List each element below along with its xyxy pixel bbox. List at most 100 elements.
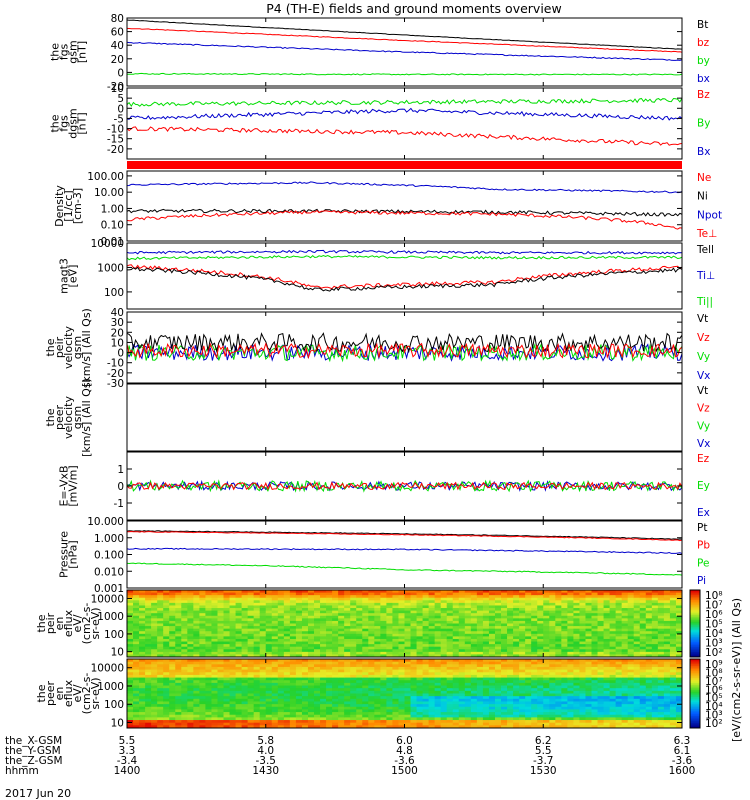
y-tick-label: 40 xyxy=(111,40,124,52)
y-tick-label: -1 xyxy=(114,498,124,510)
colorbar-tick: 10⁵ xyxy=(705,619,723,631)
ephemeris-value: 5.8 xyxy=(257,735,274,747)
y-tick-label: 0 xyxy=(117,481,124,493)
y-axis-label: [nPa] xyxy=(67,540,80,568)
legend-ex: Ex xyxy=(697,507,710,519)
series-group xyxy=(127,97,682,146)
y-axis-label: fgs xyxy=(58,115,71,132)
colorbar-tick: 10⁶ xyxy=(705,609,723,621)
y-tick-label: 0.01 xyxy=(101,236,124,248)
y-tick-label: -10 xyxy=(107,124,124,136)
legend-npot: Npot xyxy=(697,209,722,221)
y-tick-label: -20 xyxy=(107,368,124,380)
y-tick-label: 100 xyxy=(104,287,124,299)
y-tick-label: 10000 xyxy=(91,663,124,675)
y-axis-label: gsm xyxy=(67,40,80,63)
y-tick-label: 60 xyxy=(111,27,124,39)
legend-te: Te⊥ xyxy=(696,228,717,240)
y-axis-label: Pressure xyxy=(58,531,71,578)
ephemeris-value: 1600 xyxy=(669,765,696,777)
y-axis-label: sr-eV) xyxy=(89,607,102,639)
y-tick-label: 10000 xyxy=(91,238,124,250)
y-tick-label: 10 xyxy=(111,83,124,95)
ephemeris-row-label: the_X-GSM xyxy=(5,735,62,747)
ephemeris-value: 6.1 xyxy=(674,745,691,757)
legend-ti: Ti|| xyxy=(696,296,713,308)
colorbar-tick: 10² xyxy=(705,647,723,659)
series-npot-line xyxy=(127,181,682,194)
ephemeris-value: -3.4 xyxy=(117,755,138,767)
y-tick-label: 0 xyxy=(117,67,124,79)
y-axis-label: the xyxy=(44,408,57,426)
y-axis-label: en xyxy=(53,617,66,631)
series-ne-line xyxy=(127,209,682,230)
y-tick-label: 30 xyxy=(111,317,124,329)
colorbar-tick: 10⁴ xyxy=(705,628,723,640)
legend-by: by xyxy=(697,55,710,67)
y-tick-label: 100.00 xyxy=(87,171,124,183)
legend-vy: Vy xyxy=(697,420,710,432)
ephemeris-value: 1530 xyxy=(530,765,557,777)
series-group xyxy=(127,249,682,292)
legend-ne: Ne xyxy=(697,172,711,184)
colorbar-tick: 10⁸ xyxy=(705,590,723,602)
spectrogram-image xyxy=(127,659,682,728)
y-tick-label: 100 xyxy=(104,699,124,711)
series-bz-line xyxy=(127,27,682,53)
date-label: 2017 Jun 20 xyxy=(5,787,71,800)
y-tick-label: -30 xyxy=(107,378,124,390)
y-tick-label: 20 xyxy=(111,54,124,66)
legend-vx: Vx xyxy=(697,370,710,382)
ephemeris-value: 3.3 xyxy=(119,745,136,757)
panel-frame xyxy=(126,383,683,452)
ephemeris-value: 6.3 xyxy=(674,735,691,747)
legend-ez: Ez xyxy=(697,453,710,465)
y-axis-label: the xyxy=(35,614,48,632)
y-tick-label: 1000 xyxy=(97,681,124,693)
y-tick-label: 10 xyxy=(111,647,124,659)
y-axis-label: eflux xyxy=(62,609,75,637)
y-tick-label: 100 xyxy=(104,629,124,641)
y-tick-label: 5 xyxy=(117,93,124,105)
y-axis-label: [1/cc] xyxy=(62,190,75,221)
y-axis-label: en xyxy=(53,687,66,701)
y-axis-label: velocity xyxy=(62,326,75,369)
series-bx-line xyxy=(127,126,682,146)
legend-pe: Pe xyxy=(697,557,709,569)
y-axis-label: [km/s] (All Qs) xyxy=(80,378,93,457)
y-tick-label: 1000 xyxy=(97,262,124,274)
y-tick-label: 0.010 xyxy=(94,566,124,578)
panel-density: 100.00 10.00 1.00 0.10 0.01 Density[1/cc][cm-… xyxy=(53,170,722,248)
legend-vy: Vy xyxy=(697,351,710,363)
ephemeris-value: 6.2 xyxy=(535,735,552,747)
y-axis-label: peer xyxy=(44,681,57,707)
y-axis-label: the xyxy=(44,338,57,356)
colorbar-tick: 10² xyxy=(705,718,723,730)
colorbar-tick: 10⁵ xyxy=(705,693,723,705)
series-bx-line xyxy=(127,72,682,76)
panel-frame xyxy=(126,170,683,242)
legend-vt: Vt xyxy=(697,385,708,397)
ephemeris-value: 6.0 xyxy=(396,735,413,747)
y-tick-label: -20 xyxy=(107,144,124,156)
y-axis-label: [nT] xyxy=(76,112,89,134)
ephemeris-value: -3.6 xyxy=(672,755,693,767)
ephemeris-value: 1400 xyxy=(114,765,141,777)
series-ez-line xyxy=(127,481,682,491)
colorbar-tick: 10⁶ xyxy=(705,684,723,696)
y-tick-label: 1.000 xyxy=(94,533,124,545)
legend-vx: Vx xyxy=(697,438,710,450)
y-axis-label: Density xyxy=(53,185,66,227)
y-axis-label: [cm-3] xyxy=(71,188,84,224)
legend-bz: Bz xyxy=(697,89,710,101)
ephemeris-row-label: the_Z-GSM xyxy=(5,755,63,767)
y-axis-label: peer xyxy=(53,405,66,431)
panel-pressure: 10.000 1.000 0.100 0.010 0.001 Pressure[nPa] P… xyxy=(58,516,711,595)
series-tell-line xyxy=(127,266,682,292)
y-axis-label: eV/ xyxy=(71,684,84,702)
